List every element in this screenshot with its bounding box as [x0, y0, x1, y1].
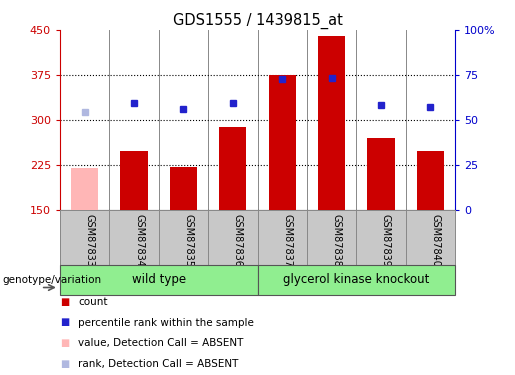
Text: GSM87836: GSM87836 [233, 214, 243, 267]
Text: count: count [78, 297, 108, 307]
Text: percentile rank within the sample: percentile rank within the sample [78, 318, 254, 327]
Bar [318, 36, 345, 210]
FancyBboxPatch shape [60, 265, 258, 295]
Text: wild type: wild type [132, 273, 186, 286]
Text: GDS1555 / 1439815_at: GDS1555 / 1439815_at [173, 13, 342, 29]
FancyBboxPatch shape [258, 265, 455, 295]
Text: GSM87840: GSM87840 [431, 214, 440, 267]
Text: value, Detection Call = ABSENT: value, Detection Call = ABSENT [78, 338, 244, 348]
Text: ■: ■ [60, 297, 69, 307]
Bar [269, 75, 296, 210]
Text: GSM87838: GSM87838 [332, 214, 341, 267]
Text: GSM87837: GSM87837 [282, 214, 292, 267]
Text: ■: ■ [60, 359, 69, 369]
Bar [219, 127, 246, 210]
Bar [170, 167, 197, 210]
Text: GSM87835: GSM87835 [183, 214, 194, 267]
Text: ■: ■ [60, 338, 69, 348]
Bar [121, 151, 148, 210]
Bar [367, 138, 394, 210]
Text: GSM87839: GSM87839 [381, 214, 391, 267]
Text: GSM87833: GSM87833 [84, 214, 95, 267]
Text: rank, Detection Call = ABSENT: rank, Detection Call = ABSENT [78, 359, 238, 369]
Bar [417, 151, 444, 210]
Text: ■: ■ [60, 318, 69, 327]
Text: glycerol kinase knockout: glycerol kinase knockout [283, 273, 430, 286]
Bar [71, 168, 98, 210]
Text: genotype/variation: genotype/variation [3, 275, 101, 285]
Text: GSM87834: GSM87834 [134, 214, 144, 267]
